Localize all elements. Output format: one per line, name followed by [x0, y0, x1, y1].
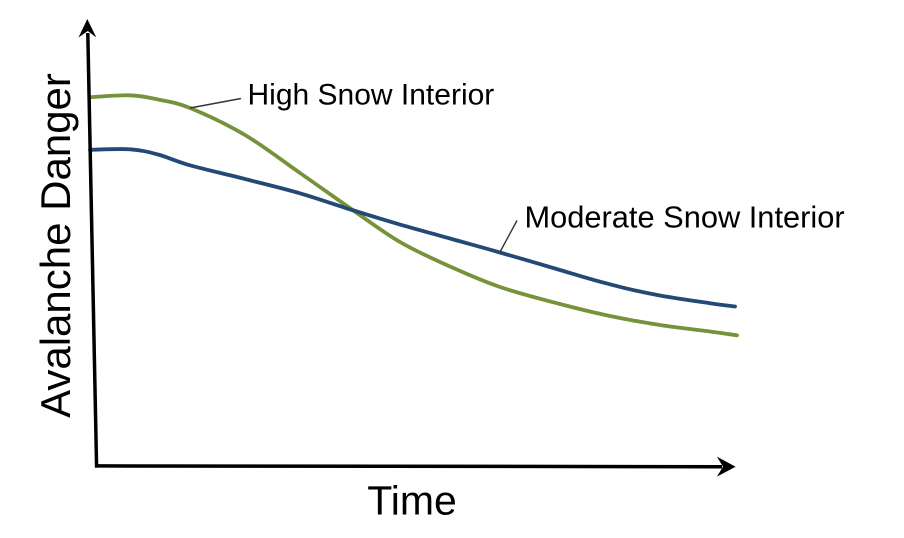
- svg-text:Time: Time: [367, 478, 457, 524]
- svg-text:High Snow Interior: High Snow Interior: [248, 79, 495, 112]
- svg-text:Avalanche Danger: Avalanche Danger: [32, 73, 79, 418]
- svg-text:Moderate Snow Interior: Moderate Snow Interior: [525, 200, 845, 235]
